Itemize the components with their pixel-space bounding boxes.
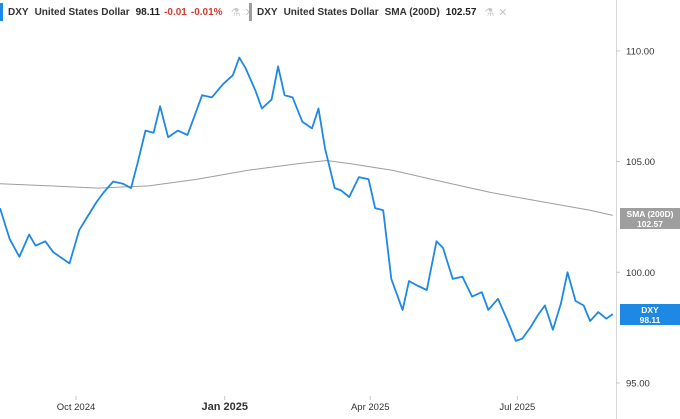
sma-price-tag: SMA (200D) 102.57	[620, 208, 680, 229]
legend-indicator: SMA (200D)	[384, 6, 440, 18]
legend-instrument-name: United States Dollar	[283, 6, 379, 18]
flask-icon[interactable]: ⚗	[230, 6, 241, 19]
y-tick-label: 100.00	[626, 268, 655, 279]
legend-symbol: DXY	[8, 6, 29, 18]
legend-symbol: DXY	[257, 6, 278, 18]
x-tick-label: Jul 2025	[499, 402, 535, 413]
x-tick-label: Apr 2025	[351, 402, 390, 413]
dxy-price-line	[0, 56, 614, 342]
dxy-price-tag: DXY 98.11	[620, 304, 680, 325]
sma-tag-label: SMA (200D)	[626, 209, 674, 219]
flask-icon[interactable]: ⚗	[484, 6, 495, 19]
legend-change-pct: -0.01%	[190, 6, 223, 18]
y-tick-label: 105.00	[626, 157, 655, 168]
legend-sma-value: 102.57	[445, 6, 477, 18]
legend-instrument-name: United States Dollar	[34, 6, 130, 18]
legend-price: 98.11	[135, 6, 161, 18]
close-icon[interactable]: ✕	[498, 6, 508, 19]
legend-change: -0.01	[164, 6, 187, 18]
legend-color-swatch	[249, 3, 252, 21]
legend-sma: DXY United States Dollar SMA (200D) 102.…	[249, 2, 508, 22]
x-tick-label: Oct 2024	[57, 402, 96, 413]
sma-200d-line	[0, 160, 613, 216]
y-tick-label: 95.00	[626, 378, 650, 389]
dxy-tag-label: DXY	[641, 305, 659, 315]
legend-color-swatch	[0, 3, 3, 21]
legend-dxy: DXY United States Dollar 98.11 -0.01 -0.…	[0, 2, 254, 22]
sma-tag-value: 102.57	[637, 219, 663, 229]
dxy-tag-value: 98.11	[639, 315, 661, 325]
x-tick-label: Jan 2025	[201, 401, 247, 413]
y-tick-label: 110.00	[626, 46, 654, 57]
